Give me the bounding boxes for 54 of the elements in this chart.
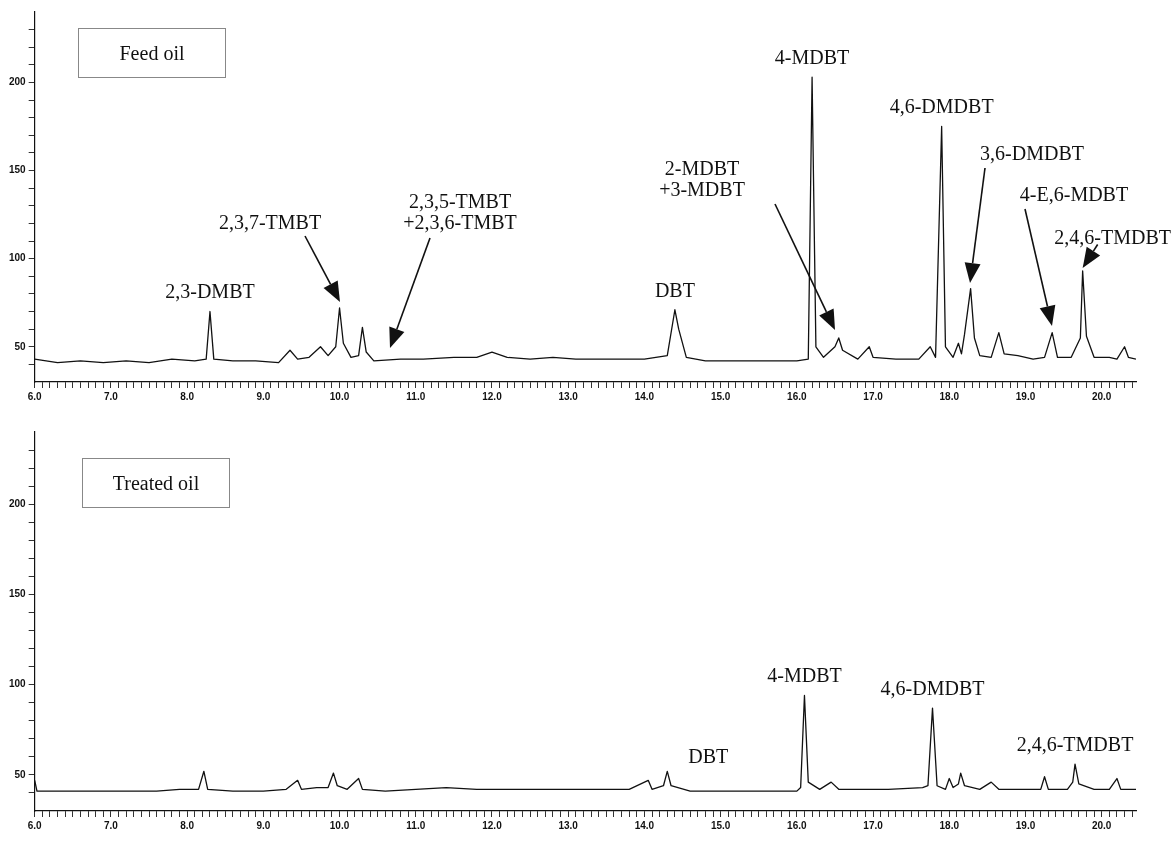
x-tick-label: 13.0 <box>558 390 579 402</box>
y-tick-label: 50 <box>14 768 27 780</box>
annotation: 4-MDBT <box>767 664 842 687</box>
x-tick-label: 13.0 <box>558 819 579 831</box>
x-tick-label: 11.0 <box>406 390 426 402</box>
annotation: DBT <box>688 744 729 767</box>
x-tick-label: 15.0 <box>710 390 731 402</box>
x-tick-label: 14.0 <box>634 819 655 831</box>
x-tick-label: 11.0 <box>406 819 426 831</box>
x-tick-label: 17.0 <box>863 819 884 831</box>
annotation: 4,6-DMDBT <box>889 95 994 118</box>
y-tick-label: 100 <box>9 252 27 264</box>
x-tick-label: 6.0 <box>27 390 43 402</box>
y-tick-label: 150 <box>9 588 27 600</box>
text: Feed oil <box>118 42 186 65</box>
annotation: 2-MDBT +3-MDBT <box>659 156 745 200</box>
x-tick-label: 8.0 <box>180 819 195 831</box>
x-tick-label: 12.0 <box>482 390 503 402</box>
x-tick-label: 12.0 <box>482 819 503 831</box>
x-tick-label: 16.0 <box>787 819 808 831</box>
x-tick-label: 10.0 <box>329 390 350 402</box>
x-tick-label: 17.0 <box>863 390 884 402</box>
x-tick-label: 10.0 <box>329 819 350 831</box>
x-tick-label: 8.0 <box>180 390 195 402</box>
x-tick-label: 9.0 <box>256 819 271 831</box>
annotation: 2,4,6-TMDBT <box>1016 732 1134 755</box>
x-tick-label: 20.0 <box>1091 819 1112 831</box>
annotation: 4-MDBT <box>774 45 850 68</box>
x-tick-label: 18.0 <box>939 390 960 402</box>
x-tick-label: 20.0 <box>1091 390 1112 402</box>
x-tick-label: 6.0 <box>27 819 43 831</box>
annotation: 2,3,5-TMBT +2,3,6-TMBT <box>403 189 517 233</box>
x-tick-label: 7.0 <box>103 390 119 402</box>
x-tick-label: 14.0 <box>634 390 655 402</box>
text: Treated oil <box>111 472 201 495</box>
annotation: 4-E,6-MDBT <box>1019 183 1129 206</box>
y-tick-label: 200 <box>9 76 27 88</box>
y-tick-label: 100 <box>9 678 27 690</box>
x-tick-label: 7.0 <box>103 819 119 831</box>
annotation: 2,3-DMBT <box>165 280 255 303</box>
x-tick-label: 19.0 <box>1015 390 1036 402</box>
y-tick-label: 50 <box>14 340 27 352</box>
y-tick-label: 150 <box>9 164 27 176</box>
annotation: DBT <box>654 278 695 301</box>
x-tick-label: 15.0 <box>710 819 731 831</box>
y-tick-label: 200 <box>9 497 27 509</box>
x-tick-label: 9.0 <box>256 390 271 402</box>
x-tick-label: 16.0 <box>787 390 808 402</box>
annotation: 2,3,7-TMBT <box>218 211 322 234</box>
annotation: 3,6-DMDBT <box>980 142 1084 165</box>
x-tick-label: 18.0 <box>939 819 960 831</box>
annotation: 4,6-DMDBT <box>880 676 985 699</box>
annotation: 2,4,6-TMDBT <box>1054 226 1171 249</box>
x-tick-label: 19.0 <box>1015 819 1036 831</box>
